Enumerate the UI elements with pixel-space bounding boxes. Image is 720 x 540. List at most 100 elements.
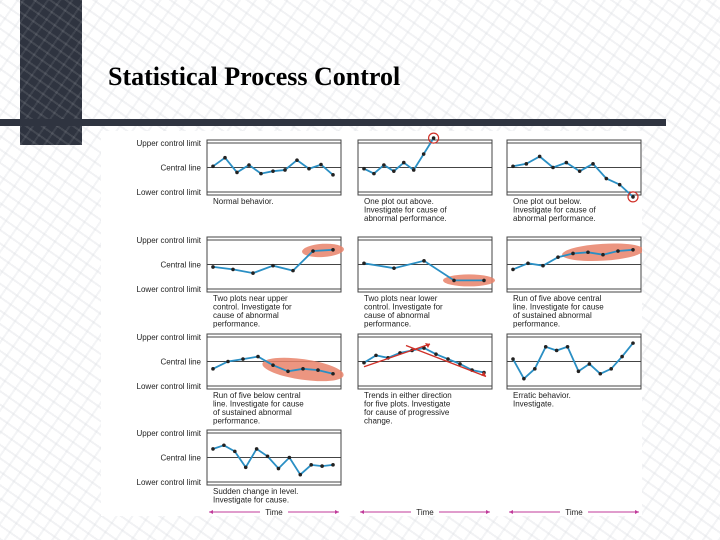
- time-axis-left-arrowhead-1: [209, 510, 213, 514]
- two-plots-near-upper-point-3: [251, 271, 255, 275]
- erratic-behavior-point-5: [554, 348, 559, 353]
- axis-label-upper-row4: Upper control limit: [137, 429, 202, 438]
- axis-label-lower-row4: Lower control limit: [137, 478, 202, 487]
- normal-behavior-point-1: [211, 164, 215, 169]
- trends-either-direction-trend-down-arrow: [405, 344, 487, 378]
- one-plot-out-below-point-5: [564, 160, 569, 165]
- sudden-change-in-level-point-11: [320, 464, 324, 468]
- control-chart-figure: Upper control limit Central line Lower con…: [101, 131, 642, 516]
- run-of-five-below-caption-line-2: line. Investigate for cause: [213, 400, 304, 409]
- trends-either-direction-caption-line-3: for cause of progressive: [364, 408, 450, 417]
- trends-either-direction-point-7: [434, 352, 438, 356]
- decorative-rule-line: [0, 119, 666, 126]
- normal-behavior-point-3: [235, 170, 239, 175]
- one-plot-out-above-point-7: [421, 152, 426, 156]
- run-of-five-below-point-5: [271, 363, 275, 367]
- two-plots-near-lower-point-5: [482, 278, 486, 283]
- time-axis-right-arrowhead-3: [635, 510, 639, 514]
- trends-either-direction-caption-line-4: change.: [364, 417, 392, 426]
- two-plots-near-upper-caption-line-1: Two plots near upper: [213, 294, 288, 303]
- sudden-change-in-level-point-3: [233, 449, 237, 454]
- one-plot-out-below-point-6: [577, 169, 582, 173]
- erratic-behavior-point-8: [587, 362, 592, 366]
- time-axis-left-arrowhead-3: [509, 510, 513, 514]
- one-plot-out-below-caption-line-2: Investigate for cause of: [513, 206, 596, 215]
- one-plot-out-above-caption-line-2: Investigate for cause of: [364, 206, 447, 215]
- trends-either-direction-point-8: [446, 357, 450, 361]
- axis-label-central-row1: Central line: [161, 164, 202, 173]
- trends-either-direction-point-1: [362, 360, 366, 365]
- normal-behavior-point-4: [247, 163, 251, 167]
- axis-label-lower-row1: Lower control limit: [137, 188, 202, 197]
- erratic-behavior-caption-line-2: Investigate.: [513, 400, 554, 409]
- erratic-behavior-point-2: [522, 376, 526, 381]
- axis-label-upper-row2: Upper control limit: [137, 236, 202, 245]
- sudden-change-in-level-point-5: [254, 447, 259, 451]
- run-of-five-above-caption-line-4: performance.: [513, 320, 560, 329]
- one-plot-out-below-point-9: [617, 182, 622, 187]
- one-plot-out-below-caption-line-1: One plot out below.: [513, 197, 582, 206]
- normal-behavior-caption-line-1: Normal behavior.: [213, 197, 273, 206]
- two-plots-near-upper-point-4: [271, 263, 275, 268]
- trends-either-direction-caption-line-2: for five plots. Investigate: [364, 400, 451, 409]
- one-plot-out-below-point-2: [524, 162, 529, 166]
- time-axis-label-2: Time: [416, 508, 434, 516]
- two-plots-near-upper-caption-line-3: cause of abnormal: [213, 311, 279, 320]
- run-of-five-below-point-4: [256, 354, 260, 359]
- sudden-change-in-level-point-8: [287, 455, 292, 460]
- sudden-change-in-level-point-12: [331, 463, 335, 467]
- one-plot-out-above-series-line: [363, 137, 435, 175]
- trends-either-direction-point-9: [458, 362, 462, 366]
- erratic-behavior-point-11: [620, 354, 624, 359]
- one-plot-out-below-point-8: [604, 176, 609, 181]
- axis-label-upper-row3: Upper control limit: [137, 333, 202, 342]
- one-plot-out-above-point-4: [392, 169, 396, 173]
- two-plots-near-upper-point-1: [211, 265, 215, 269]
- two-plots-near-upper-point-5: [291, 268, 295, 273]
- one-plot-out-below-point-10: [631, 195, 635, 199]
- run-of-five-below-caption-line-1: Run of five below central: [213, 391, 301, 400]
- two-plots-near-upper-caption-line-2: control. Investigate for: [213, 303, 292, 312]
- normal-behavior-point-6: [271, 169, 275, 173]
- time-axis-right-arrowhead-2: [486, 510, 490, 514]
- trends-either-direction-trend-up-arrowhead: [425, 343, 430, 349]
- one-plot-out-above-point-5: [401, 160, 406, 165]
- run-of-five-above-point-8: [616, 249, 620, 253]
- run-of-five-above-point-4: [556, 255, 560, 259]
- one-plot-out-above-point-1: [362, 166, 366, 171]
- one-plot-out-above-point-8: [431, 136, 436, 140]
- one-plot-out-below-outlier-ring: [627, 191, 639, 203]
- axis-label-lower-row3: Lower control limit: [137, 382, 202, 391]
- one-plot-out-below-series-line: [512, 155, 634, 198]
- run-of-five-below-point-3: [241, 357, 245, 361]
- erratic-behavior-point-4: [543, 345, 548, 349]
- two-plots-near-lower-point-2: [392, 266, 396, 270]
- erratic-behavior-point-10: [609, 367, 613, 371]
- run-of-five-above-point-2: [526, 261, 530, 266]
- normal-behavior-point-11: [331, 173, 335, 177]
- two-plots-near-lower-caption-line-2: control. Investigate for: [364, 303, 443, 312]
- slide-title: Statistical Process Control: [108, 62, 401, 91]
- two-plots-near-upper-point-7: [331, 248, 335, 252]
- two-plots-near-upper-point-6: [311, 249, 315, 253]
- erratic-behavior-point-3: [533, 367, 537, 371]
- two-plots-near-lower-caption-line-3: cause of abnormal: [364, 311, 430, 320]
- sudden-change-in-level-point-4: [243, 465, 248, 470]
- erratic-behavior-point-7: [576, 369, 581, 374]
- erratic-behavior-point-9: [598, 371, 603, 376]
- one-plot-out-below-point-3: [537, 154, 542, 159]
- sudden-change-in-level-point-9: [298, 472, 303, 477]
- control-charts-svg: Upper control limit Central line Lower con…: [137, 132, 642, 516]
- one-plot-out-above-outlier-ring: [428, 132, 440, 144]
- erratic-behavior-series-line: [512, 342, 634, 381]
- two-plots-near-lower-caption-line-4: performance.: [364, 320, 411, 329]
- axis-label-central-row3: Central line: [161, 358, 202, 367]
- run-of-five-above-point-1: [511, 267, 515, 272]
- run-of-five-above-point-9: [631, 248, 635, 252]
- time-axis-label-1: Time: [265, 508, 283, 516]
- one-plot-out-above-point-3: [382, 163, 386, 167]
- normal-behavior-point-2: [223, 155, 227, 160]
- two-plots-near-lower-caption-line-1: Two plots near lower: [364, 294, 438, 303]
- sudden-change-in-level-point-6: [265, 454, 270, 459]
- run-of-five-above-caption-line-2: line. Investigate for cause: [513, 303, 604, 312]
